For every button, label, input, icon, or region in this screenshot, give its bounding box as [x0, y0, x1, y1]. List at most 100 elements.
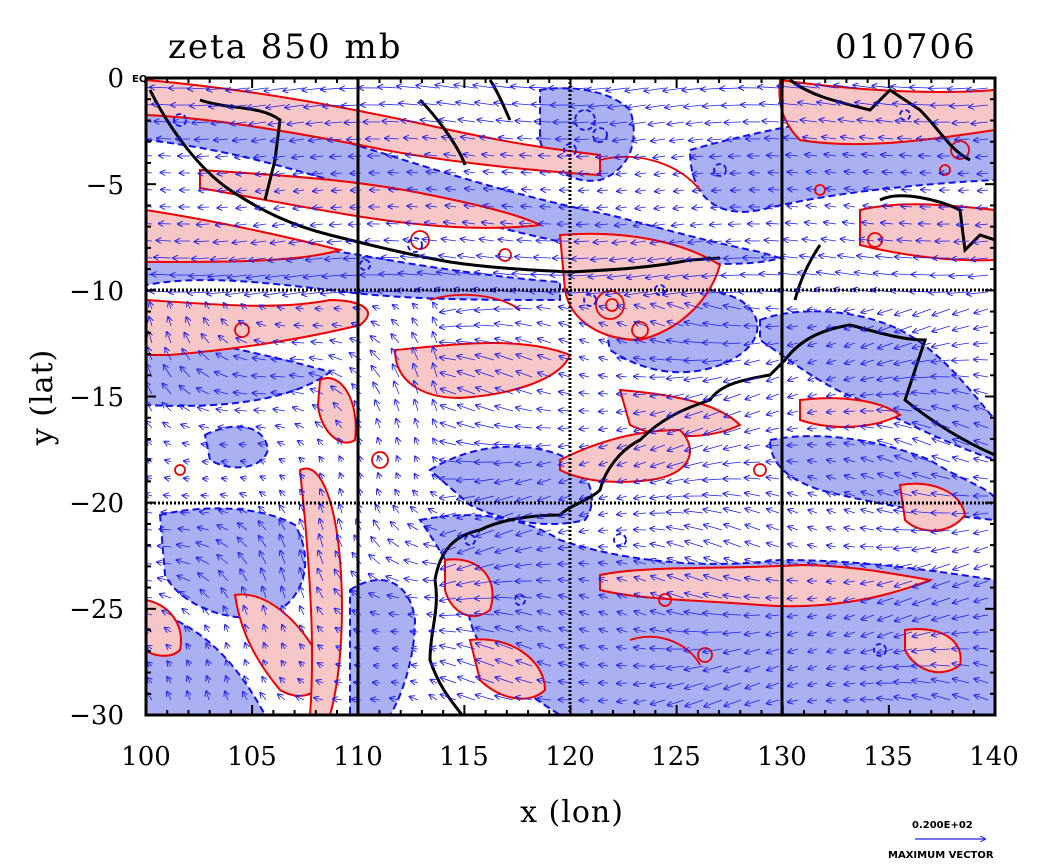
- wind-vector: [212, 122, 229, 124]
- wind-vector: [978, 190, 989, 191]
- wind-vector: [465, 189, 476, 191]
- wind-vector: [259, 306, 267, 310]
- wind-vector: [703, 632, 723, 633]
- wind-vector: [577, 156, 590, 157]
- wind-vector: [568, 292, 590, 293]
- wind-vector: [599, 358, 609, 361]
- wind-vector: [974, 139, 989, 140]
- wind-vector: [634, 358, 647, 360]
- wind-vector: [216, 354, 229, 361]
- wind-vector: [827, 394, 837, 396]
- wind-vector: [879, 138, 894, 140]
- wind-vector: [274, 409, 286, 411]
- wind-vector: [273, 156, 286, 158]
- wind-vector: [146, 121, 153, 123]
- wind-vector: [378, 291, 400, 292]
- wind-vector: [159, 156, 172, 157]
- wind-vector: [912, 360, 932, 363]
- wind-vector: [440, 373, 457, 378]
- wind-vector: [416, 85, 438, 88]
- wind-vector: [239, 321, 248, 327]
- wind-vector: [910, 291, 932, 292]
- wind-vector: [667, 258, 685, 260]
- wind-vector: [650, 358, 666, 360]
- wind-vector: [912, 105, 932, 106]
- wind-vector: [559, 307, 571, 309]
- wind-vector: [283, 292, 305, 295]
- wind-vector: [294, 207, 305, 209]
- wind-vector: [883, 172, 894, 173]
- wind-vector: [710, 224, 723, 225]
- wind-vector: [404, 240, 419, 241]
- wind-vector: [767, 223, 780, 224]
- wind-vector: [682, 88, 704, 90]
- wind-vector: [952, 375, 970, 377]
- wind-vector: [535, 121, 552, 122]
- wind-vector: [162, 403, 172, 412]
- wind-vector: [953, 390, 970, 394]
- wind-vector: [644, 292, 666, 295]
- wind-vector: [433, 364, 438, 378]
- wind-vector: [932, 377, 951, 378]
- wind-vector: [684, 105, 704, 107]
- wind-vector: [703, 275, 723, 277]
- x-tick-label: 120: [545, 742, 595, 772]
- wind-vector: [724, 393, 742, 400]
- wind-vector: [894, 377, 913, 379]
- wind-vector: [193, 122, 210, 123]
- wind-vector: [237, 207, 248, 208]
- wind-vector: [207, 88, 229, 90]
- wind-vector: [577, 224, 590, 225]
- wind-vector: [808, 309, 818, 310]
- wind-vector: [932, 325, 951, 332]
- wind-vector: [288, 122, 305, 124]
- wind-vector: [579, 190, 590, 191]
- wind-vector: [538, 373, 552, 378]
- wind-vector: [692, 207, 704, 208]
- wind-vector: [537, 241, 552, 242]
- wind-vector: [238, 427, 248, 428]
- wind-vector: [484, 206, 495, 208]
- wind-vector: [383, 121, 400, 122]
- wind-vector: [808, 343, 818, 346]
- wind-vector: [157, 240, 172, 241]
- wind-vector: [296, 424, 305, 428]
- wind-vector: [465, 205, 476, 207]
- wind-vector: [668, 410, 685, 416]
- wind-vector: [902, 189, 913, 190]
- wind-vector: [724, 306, 742, 310]
- wind-vector: [245, 292, 267, 295]
- wind-vector: [649, 122, 666, 125]
- wind-vector: [617, 190, 628, 191]
- wind-vector: [687, 122, 704, 124]
- wind-vector: [972, 122, 989, 124]
- wind-vector: [285, 275, 305, 278]
- wind-vector: [615, 156, 628, 158]
- wind-vector: [476, 405, 495, 412]
- wind-vector: [674, 207, 685, 209]
- wind-vector: [271, 241, 286, 243]
- wind-vector: [598, 190, 609, 191]
- wind-vector: [146, 240, 153, 242]
- wind-vector: [915, 122, 932, 123]
- wind-vector: [480, 239, 495, 241]
- wind-vector: [796, 85, 818, 88]
- wind-vector: [418, 103, 438, 105]
- wind-vector: [228, 105, 248, 107]
- wind-vector: [634, 224, 647, 226]
- wind-vector: [763, 121, 780, 122]
- wind-vector: [266, 275, 286, 278]
- wind-vector: [292, 342, 305, 343]
- wind-vector: [276, 324, 286, 326]
- wind-vector: [634, 394, 647, 395]
- wind-vector: [636, 173, 647, 175]
- wind-vector: [805, 222, 818, 224]
- wind-vector: [433, 347, 438, 361]
- wind-vector: [495, 339, 514, 344]
- wind-vector: [881, 155, 894, 156]
- wind-vector: [655, 190, 666, 192]
- wind-vector: [538, 339, 552, 344]
- wind-vector: [522, 189, 533, 190]
- wind-vector: [515, 257, 533, 258]
- wind-vector: [644, 88, 666, 91]
